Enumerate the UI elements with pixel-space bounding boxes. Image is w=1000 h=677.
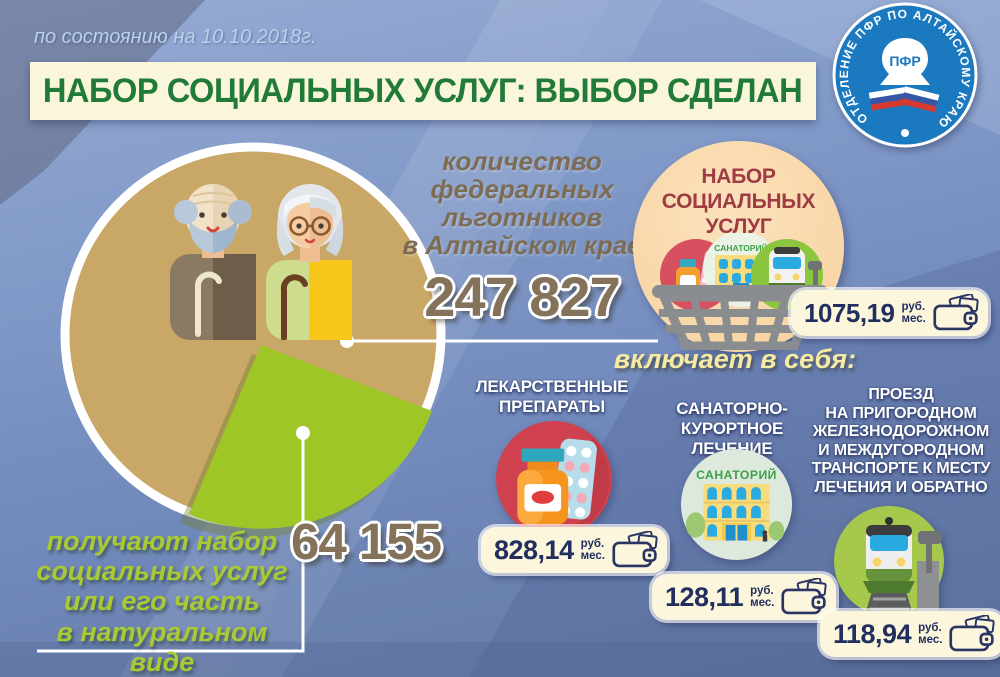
total-beneficiaries-label: количество федеральных льготников в Алта… <box>402 146 642 261</box>
medicines-amount: 828,14 <box>494 534 574 565</box>
pfr-logo: ОТДЕЛЕНИЕ ПФР ПО АЛТАЙСКОМУ КРАЮ ПФР <box>832 2 978 148</box>
service-transport-title: ПРОЕЗД НА ПРИГОРОДНОМ ЖЕЛЕЗНОДОРОЖНОМ И … <box>811 386 991 496</box>
price-badge-medicines: 828,14 руб. мес. <box>481 527 667 573</box>
pfr-emblem-letters: ПФР <box>889 53 920 69</box>
wallet-icon <box>949 615 996 652</box>
sanatorium-amount: 128,11 <box>665 581 744 612</box>
train-icon <box>834 506 944 616</box>
unit-rub: руб. <box>901 300 926 313</box>
sanatorium-icon: САНАТОРИЙ <box>680 448 793 561</box>
russian-flag-ribbon-icon <box>868 86 940 113</box>
wallet-icon <box>612 531 658 568</box>
grandpa-figure <box>170 184 256 340</box>
service-medicines-title: ЛЕКАРСТВЕННЫЕ ПРЕПАРАТЫ <box>475 377 629 417</box>
inkind-beneficiaries-value: 64 155 <box>291 513 442 570</box>
grandma-figure <box>266 184 352 340</box>
price-badge-sanatorium: 128,11 руб. мес. <box>652 574 837 620</box>
wallet-icon <box>781 578 828 615</box>
basket-frame <box>657 292 823 350</box>
nsu-title: НАБОР СОЦИАЛЬНЫХ УСЛУГ <box>661 165 816 238</box>
inkind-beneficiaries-label: получают набор социальных услуг или его … <box>36 526 288 677</box>
total-beneficiaries-value: 247 827 <box>424 265 620 328</box>
title-bar: НАБОР СОЦИАЛЬНЫХ УСЛУГ: ВЫБОР СДЕЛАН <box>30 62 816 120</box>
transport-amount: 118,94 <box>833 618 912 649</box>
wallet-icon <box>933 294 979 331</box>
price-badge-transport: 118,94 руб. мес. <box>820 611 1000 657</box>
page-title: НАБОР СОЦИАЛЬНЫХ УСЛУГ: ВЫБОР СДЕЛАН <box>43 71 803 110</box>
medicines-icon <box>496 421 612 537</box>
includes-label: включает в себя: <box>613 344 857 374</box>
unit-mes: мес. <box>901 313 926 325</box>
price-badge-nsu: 1075,19 руб. мес. <box>791 290 988 336</box>
nsu-amount: 1075,19 <box>804 297 895 328</box>
pfr-emblem-icon <box>880 38 930 85</box>
elderly-couple-illustration <box>170 184 352 340</box>
sanatorium-sign-text: САНАТОРИЙ <box>696 467 777 482</box>
basket-sanatorium-label: САНАТОРИЙ <box>714 242 767 253</box>
date-note: по состоянию на 10.10.2018г. <box>34 26 317 48</box>
